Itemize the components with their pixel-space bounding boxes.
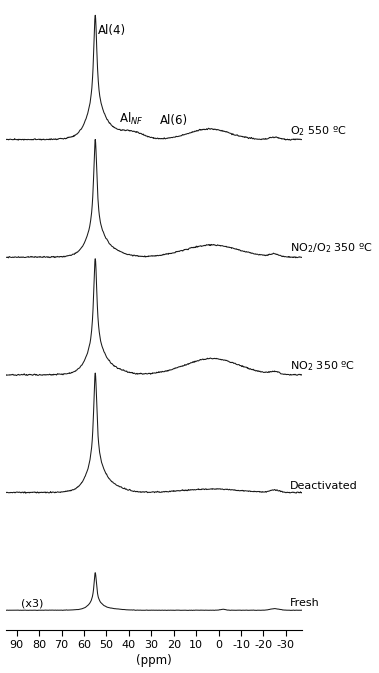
Text: (x3): (x3) bbox=[21, 598, 44, 608]
X-axis label: (ppm): (ppm) bbox=[136, 654, 171, 668]
Text: Al$_{NF}$: Al$_{NF}$ bbox=[119, 111, 143, 127]
Text: O$_2$ 550 ºC: O$_2$ 550 ºC bbox=[290, 124, 347, 137]
Text: NO$_2$/O$_2$ 350 ºC: NO$_2$/O$_2$ 350 ºC bbox=[290, 242, 373, 255]
Text: NO$_2$ 350 ºC: NO$_2$ 350 ºC bbox=[290, 359, 356, 373]
Text: Al(4): Al(4) bbox=[97, 24, 125, 36]
Text: Al(6): Al(6) bbox=[160, 114, 188, 127]
Text: Fresh: Fresh bbox=[290, 598, 320, 608]
Text: Deactivated: Deactivated bbox=[290, 481, 358, 491]
